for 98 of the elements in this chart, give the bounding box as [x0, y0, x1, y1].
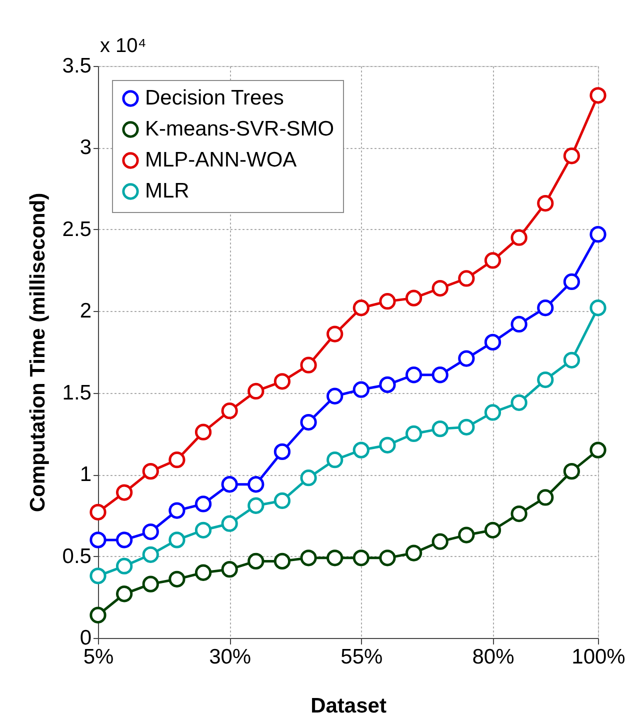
- point: [537, 489, 554, 506]
- point: [510, 505, 528, 522]
- point: [563, 148, 580, 164]
- point: [432, 280, 448, 297]
- point: [563, 273, 580, 290]
- point: [168, 532, 186, 548]
- point: [116, 558, 133, 574]
- point: [458, 418, 475, 436]
- text: x 10⁴: [100, 35, 146, 57]
- point: [221, 515, 238, 532]
- point: [590, 300, 606, 316]
- point: [379, 436, 396, 454]
- point: [248, 382, 264, 400]
- y-tick-label: 3.5: [62, 54, 92, 78]
- point: [458, 526, 475, 544]
- x-tick-label: 80%: [472, 646, 514, 668]
- point: [221, 476, 238, 493]
- point: [484, 252, 502, 269]
- point: [326, 452, 344, 468]
- point: [168, 570, 186, 588]
- point: [274, 492, 291, 510]
- x-tick-label: 100%: [572, 646, 626, 668]
- y-axis-title: Computation Time (millisecond): [26, 192, 50, 512]
- point: [300, 550, 317, 566]
- point: [274, 443, 291, 460]
- point: [142, 462, 159, 480]
- y-tick-label: 0.5: [62, 544, 92, 568]
- point: [405, 366, 422, 384]
- y-tick-label: 1.5: [62, 381, 92, 404]
- y-tick-label: 2.5: [62, 218, 92, 241]
- point: [537, 300, 554, 316]
- x-tick-label: 55%: [340, 646, 383, 668]
- point: [326, 550, 344, 566]
- legend-label: K-means-SVR-SMO: [145, 118, 334, 140]
- point: [116, 484, 133, 501]
- point: [352, 381, 370, 398]
- point: [221, 561, 238, 578]
- legend-label: Decision Trees: [145, 86, 284, 110]
- y-tick-label: 2: [80, 300, 92, 323]
- point: [194, 424, 212, 440]
- point: [432, 533, 448, 550]
- point: [537, 194, 554, 212]
- point: [90, 606, 106, 624]
- point: [510, 394, 528, 411]
- point: [537, 371, 554, 388]
- point: [90, 504, 106, 520]
- point: [563, 462, 580, 480]
- point: [142, 576, 159, 592]
- point: [590, 226, 606, 243]
- point: [90, 532, 106, 548]
- point: [432, 366, 448, 384]
- y-tick-label: 1: [80, 463, 92, 486]
- legend-label: MLP-ANN-WOA: [145, 148, 297, 172]
- point: [510, 316, 528, 333]
- point: [352, 300, 370, 316]
- point: [326, 326, 344, 342]
- point: [352, 442, 370, 458]
- point: [563, 352, 580, 368]
- point: [379, 550, 396, 566]
- point: [194, 496, 212, 512]
- point: [300, 414, 317, 431]
- point: [379, 293, 396, 310]
- point: [405, 544, 422, 562]
- point: [484, 404, 502, 421]
- point: [458, 350, 475, 367]
- x-tick-label: 30%: [209, 646, 252, 668]
- point: [379, 376, 396, 393]
- point: [168, 502, 186, 519]
- point: [248, 476, 264, 493]
- point: [352, 550, 370, 566]
- point: [142, 546, 159, 563]
- point: [484, 334, 502, 350]
- point: [300, 356, 317, 374]
- point: [458, 270, 475, 287]
- point: [221, 402, 238, 420]
- point: [432, 420, 448, 438]
- point: [194, 564, 212, 581]
- point: [405, 425, 422, 442]
- point: [168, 452, 186, 468]
- point: [300, 470, 317, 486]
- legend-label: MLR: [145, 180, 190, 202]
- point: [116, 586, 133, 602]
- y-tick-label: 3: [80, 136, 92, 160]
- point: [274, 552, 291, 570]
- point: [248, 497, 264, 514]
- point: [326, 388, 344, 404]
- point: [590, 87, 606, 104]
- point: [248, 552, 264, 570]
- point: [116, 532, 133, 548]
- point: [194, 522, 212, 538]
- point: [142, 523, 159, 540]
- point: [274, 373, 291, 390]
- point: [90, 568, 106, 584]
- point: [484, 522, 502, 538]
- point: [590, 442, 606, 458]
- x-axis-title: Dataset: [310, 694, 386, 718]
- point: [510, 229, 528, 246]
- point: [405, 290, 422, 306]
